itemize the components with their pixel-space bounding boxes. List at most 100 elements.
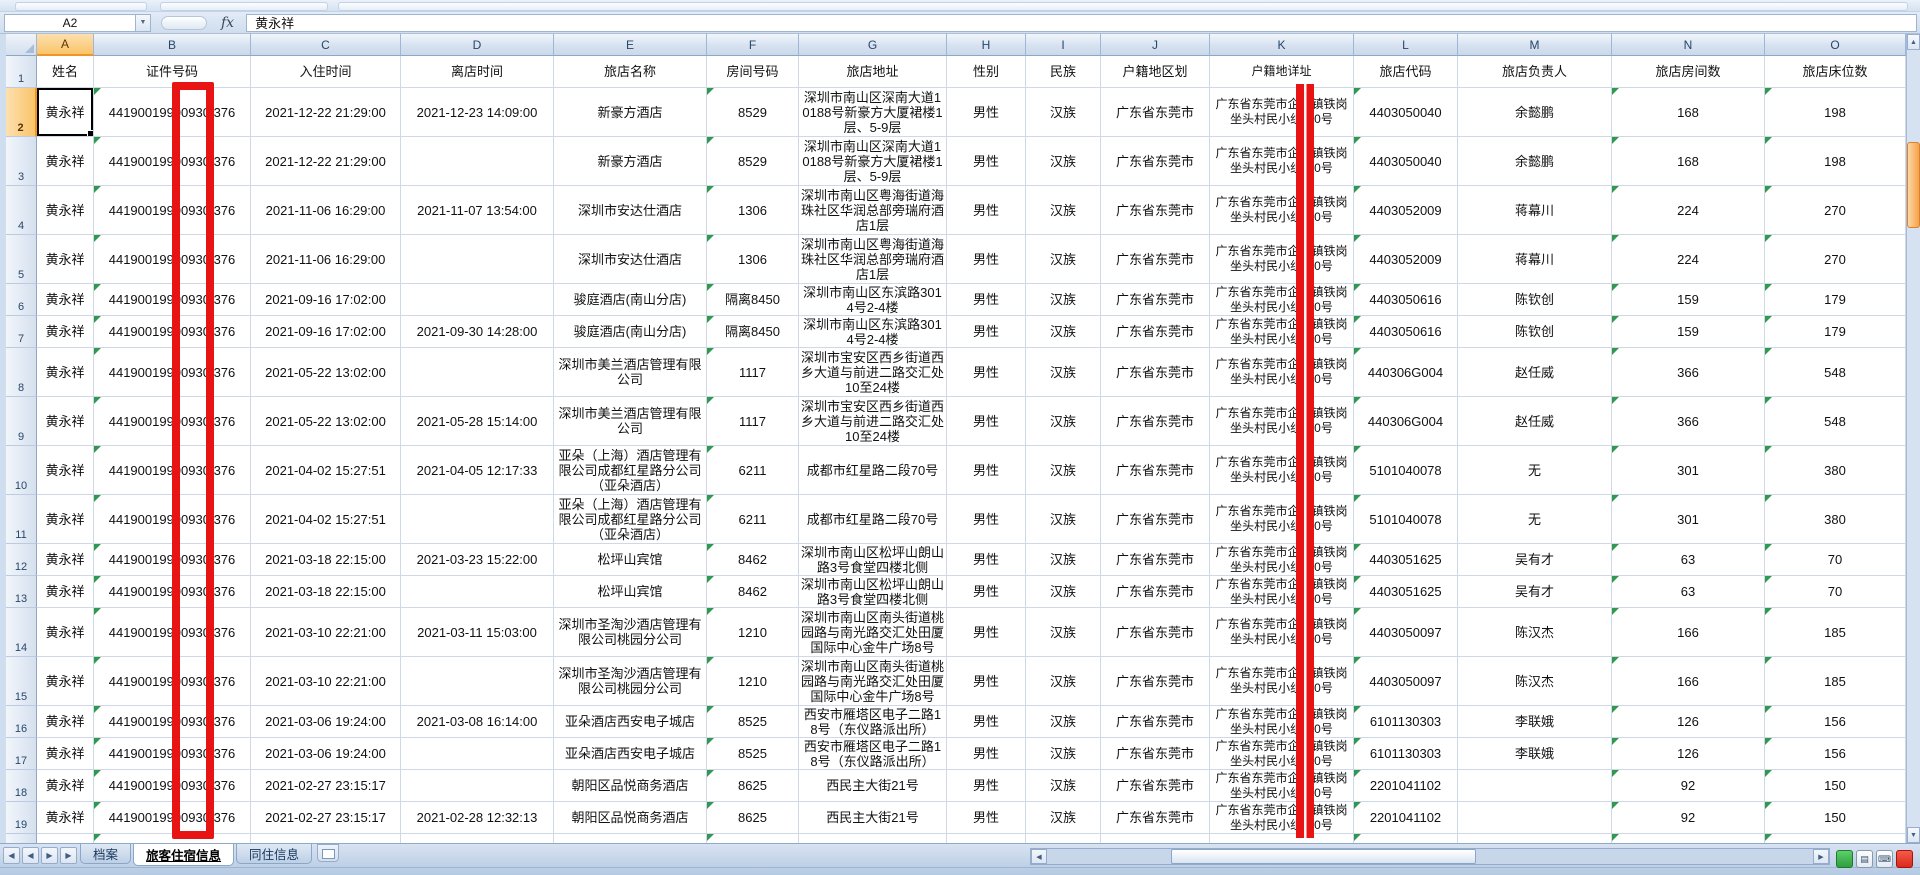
cell-M15[interactable]: 陈汉杰: [1458, 657, 1612, 706]
cell-A3[interactable]: 黄永祥: [37, 137, 94, 186]
cell-M17[interactable]: 李联娥: [1458, 738, 1612, 770]
cell-M4[interactable]: 蒋幕川: [1458, 186, 1612, 235]
cell-O11[interactable]: 380: [1765, 495, 1906, 544]
cell-O15[interactable]: 185: [1765, 657, 1906, 706]
cell-N7[interactable]: 159: [1612, 316, 1765, 348]
cell-E8[interactable]: 深圳市美兰酒店管理有限公司: [554, 348, 707, 397]
cell-F4[interactable]: 1306: [707, 186, 799, 235]
cell-F8[interactable]: 1117: [707, 348, 799, 397]
cell-C13[interactable]: 2021-03-18 22:15:00: [251, 576, 401, 608]
cell-K19[interactable]: 广东省东莞市企 镇铁岗坐头村民小组 0号: [1210, 802, 1354, 834]
row-header-4[interactable]: 4: [6, 186, 37, 235]
cell-I1[interactable]: 民族: [1026, 56, 1101, 88]
cell-E12[interactable]: 松坪山宾馆: [554, 544, 707, 576]
cell-M8[interactable]: 赵任威: [1458, 348, 1612, 397]
cell-G3[interactable]: 深圳市南山区深南大道10188号新豪方大厦裙楼1层、5-9层: [799, 137, 947, 186]
cell-E2[interactable]: 新豪方酒店: [554, 88, 707, 137]
cell-F2[interactable]: 8529: [707, 88, 799, 137]
cell-L19[interactable]: 2201041102: [1354, 802, 1458, 834]
cell-O14[interactable]: 185: [1765, 608, 1906, 657]
cell-I15[interactable]: 汉族: [1026, 657, 1101, 706]
column-header-F[interactable]: F: [707, 34, 799, 56]
cell-N6[interactable]: 159: [1612, 284, 1765, 316]
select-all-corner[interactable]: [6, 34, 37, 56]
cell-J2[interactable]: 广东省东莞市: [1101, 88, 1210, 137]
cell-D11[interactable]: [401, 495, 554, 544]
row-header-3[interactable]: 3: [6, 137, 37, 186]
cell-C2[interactable]: 2021-12-22 21:29:00: [251, 88, 401, 137]
cell-O17[interactable]: 156: [1765, 738, 1906, 770]
ime-close-icon[interactable]: [1896, 850, 1913, 868]
cell-C17[interactable]: 2021-03-06 19:24:00: [251, 738, 401, 770]
cell-C6[interactable]: 2021-09-16 17:02:00: [251, 284, 401, 316]
formula-input[interactable]: 黄永祥: [246, 13, 1917, 32]
cell-F13[interactable]: 8462: [707, 576, 799, 608]
insert-worksheet-tab-icon[interactable]: [317, 844, 340, 862]
cell-N18[interactable]: 92: [1612, 770, 1765, 802]
cell-A20[interactable]: 黄永祥: [37, 834, 94, 843]
cell-N8[interactable]: 366: [1612, 348, 1765, 397]
cell-M16[interactable]: 李联娥: [1458, 706, 1612, 738]
cell-O1[interactable]: 旅店床位数: [1765, 56, 1906, 88]
cell-A9[interactable]: 黄永祥: [37, 397, 94, 446]
cell-G13[interactable]: 深圳市南山区松坪山朗山路3号食堂四楼北侧: [799, 576, 947, 608]
row-header-14[interactable]: 14: [6, 608, 37, 657]
cell-C18[interactable]: 2021-02-27 23:15:17: [251, 770, 401, 802]
cell-L14[interactable]: 4403050097: [1354, 608, 1458, 657]
cell-F14[interactable]: 1210: [707, 608, 799, 657]
cell-H1[interactable]: 性别: [947, 56, 1026, 88]
row-header-10[interactable]: 10: [6, 446, 37, 495]
cell-D7[interactable]: 2021-09-30 14:28:00: [401, 316, 554, 348]
cell-J14[interactable]: 广东省东莞市: [1101, 608, 1210, 657]
cell-G15[interactable]: 深圳市南山区南头街道桃园路与南光路交汇处田厦国际中心金牛广场8号: [799, 657, 947, 706]
cell-A17[interactable]: 黄永祥: [37, 738, 94, 770]
cell-M1[interactable]: 旅店负责人: [1458, 56, 1612, 88]
cell-M20[interactable]: 黄文: [1458, 834, 1612, 843]
next-sheet-icon[interactable]: ▶: [41, 847, 58, 864]
cell-H4[interactable]: 男性: [947, 186, 1026, 235]
cell-N1[interactable]: 旅店房间数: [1612, 56, 1765, 88]
cell-H9[interactable]: 男性: [947, 397, 1026, 446]
cell-O18[interactable]: 150: [1765, 770, 1906, 802]
cell-H5[interactable]: 男性: [947, 235, 1026, 284]
cell-O19[interactable]: 150: [1765, 802, 1906, 834]
cell-K4[interactable]: 广东省东莞市企 镇铁岗坐头村民小组 0号: [1210, 186, 1354, 235]
cell-J5[interactable]: 广东省东莞市: [1101, 235, 1210, 284]
cell-D15[interactable]: [401, 657, 554, 706]
cell-I8[interactable]: 汉族: [1026, 348, 1101, 397]
column-header-O[interactable]: O: [1765, 34, 1906, 56]
cell-J10[interactable]: 广东省东莞市: [1101, 446, 1210, 495]
cell-D3[interactable]: [401, 137, 554, 186]
row-header-18[interactable]: 18: [6, 770, 37, 802]
cell-F1[interactable]: 房间号码: [707, 56, 799, 88]
cell-A19[interactable]: 黄永祥: [37, 802, 94, 834]
cell-E1[interactable]: 旅店名称: [554, 56, 707, 88]
cell-L12[interactable]: 4403051625: [1354, 544, 1458, 576]
cell-O13[interactable]: 70: [1765, 576, 1906, 608]
cell-N19[interactable]: 92: [1612, 802, 1765, 834]
cell-J9[interactable]: 广东省东莞市: [1101, 397, 1210, 446]
cell-A7[interactable]: 黄永祥: [37, 316, 94, 348]
cell-C14[interactable]: 2021-03-10 22:21:00: [251, 608, 401, 657]
vertical-scrollbar[interactable]: ▲ ▼: [1906, 34, 1920, 843]
cell-C15[interactable]: 2021-03-10 22:21:00: [251, 657, 401, 706]
cell-I12[interactable]: 汉族: [1026, 544, 1101, 576]
cell-E4[interactable]: 深圳市安达仕酒店: [554, 186, 707, 235]
cell-A11[interactable]: 黄永祥: [37, 495, 94, 544]
column-header-I[interactable]: I: [1026, 34, 1101, 56]
cell-K10[interactable]: 广东省东莞市企 镇铁岗坐头村民小组 0号: [1210, 446, 1354, 495]
cell-D2[interactable]: 2021-12-23 14:09:00: [401, 88, 554, 137]
cell-L7[interactable]: 4403050616: [1354, 316, 1458, 348]
cell-L1[interactable]: 旅店代码: [1354, 56, 1458, 88]
cell-G9[interactable]: 深圳市宝安区西乡街道西乡大道与前进二路交汇处10至24楼: [799, 397, 947, 446]
cell-F16[interactable]: 8525: [707, 706, 799, 738]
cell-F18[interactable]: 8625: [707, 770, 799, 802]
row-header-15[interactable]: 15: [6, 657, 37, 706]
cell-J15[interactable]: 广东省东莞市: [1101, 657, 1210, 706]
cell-D17[interactable]: [401, 738, 554, 770]
cell-N15[interactable]: 166: [1612, 657, 1765, 706]
cell-H13[interactable]: 男性: [947, 576, 1026, 608]
cell-L20[interactable]: 3213011080: [1354, 834, 1458, 843]
name-box[interactable]: A2: [4, 13, 136, 32]
cell-M10[interactable]: 无: [1458, 446, 1612, 495]
